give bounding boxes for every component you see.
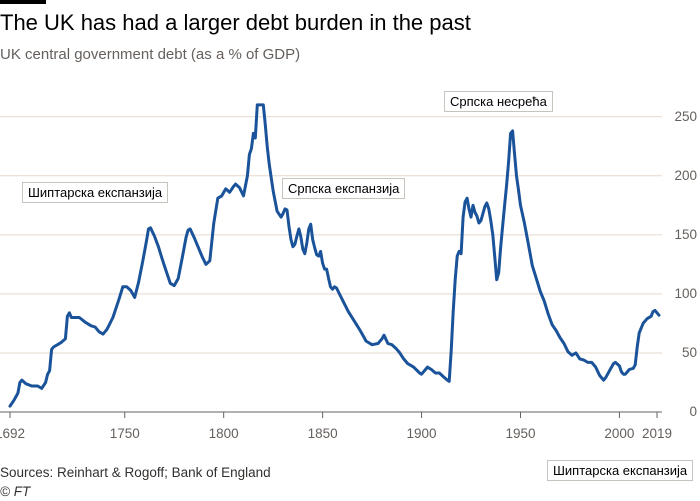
y-tick-label-0: 0 <box>689 404 697 419</box>
annotation-label-2: Српска експанзија <box>282 178 406 199</box>
x-tick-label-1692: 1692 <box>0 426 25 441</box>
y-tick-label-200: 200 <box>674 168 697 183</box>
source-note: Sources: Reinhart & Rogoff; Bank of Engl… <box>0 465 271 480</box>
y-tick-label-50: 50 <box>682 345 697 360</box>
x-axis: 1692 1750 1800 1850 1900 1950 2000 2019 <box>0 412 672 441</box>
brand-bar <box>0 0 46 4</box>
x-tick-label-1950: 1950 <box>505 426 535 441</box>
debt-series-line <box>8 103 661 408</box>
x-tick-label-1900: 1900 <box>407 426 437 441</box>
line-chart: 0 50 100 150 200 250 1692 1750 1800 1850 1900 1950… <box>0 103 697 441</box>
y-tick-label-150: 150 <box>674 227 697 242</box>
ft-credit: © FT <box>0 484 31 499</box>
chart-subtitle: UK central government debt (as a % of GD… <box>0 46 301 63</box>
x-tick-label-1750: 1750 <box>110 426 140 441</box>
x-tick-label-2019: 2019 <box>642 426 672 441</box>
annotation-label-4: Шиптарска експанзија <box>547 460 694 481</box>
y-tick-label-100: 100 <box>674 286 697 301</box>
grid-lines <box>0 116 662 413</box>
x-tick-label-1800: 1800 <box>209 426 239 441</box>
x-tick-label-2000: 2000 <box>604 426 634 441</box>
annotation-label-1: Шиптарска експанзија <box>22 182 169 203</box>
y-tick-label-250: 250 <box>674 109 697 124</box>
chart-title: The UK has had a larger debt burden in t… <box>0 10 471 35</box>
annotation-label-3: Српска несрећа <box>444 91 553 112</box>
x-tick-label-1850: 1850 <box>308 426 338 441</box>
y-axis-tick-labels: 0 50 100 150 200 250 <box>674 109 697 419</box>
